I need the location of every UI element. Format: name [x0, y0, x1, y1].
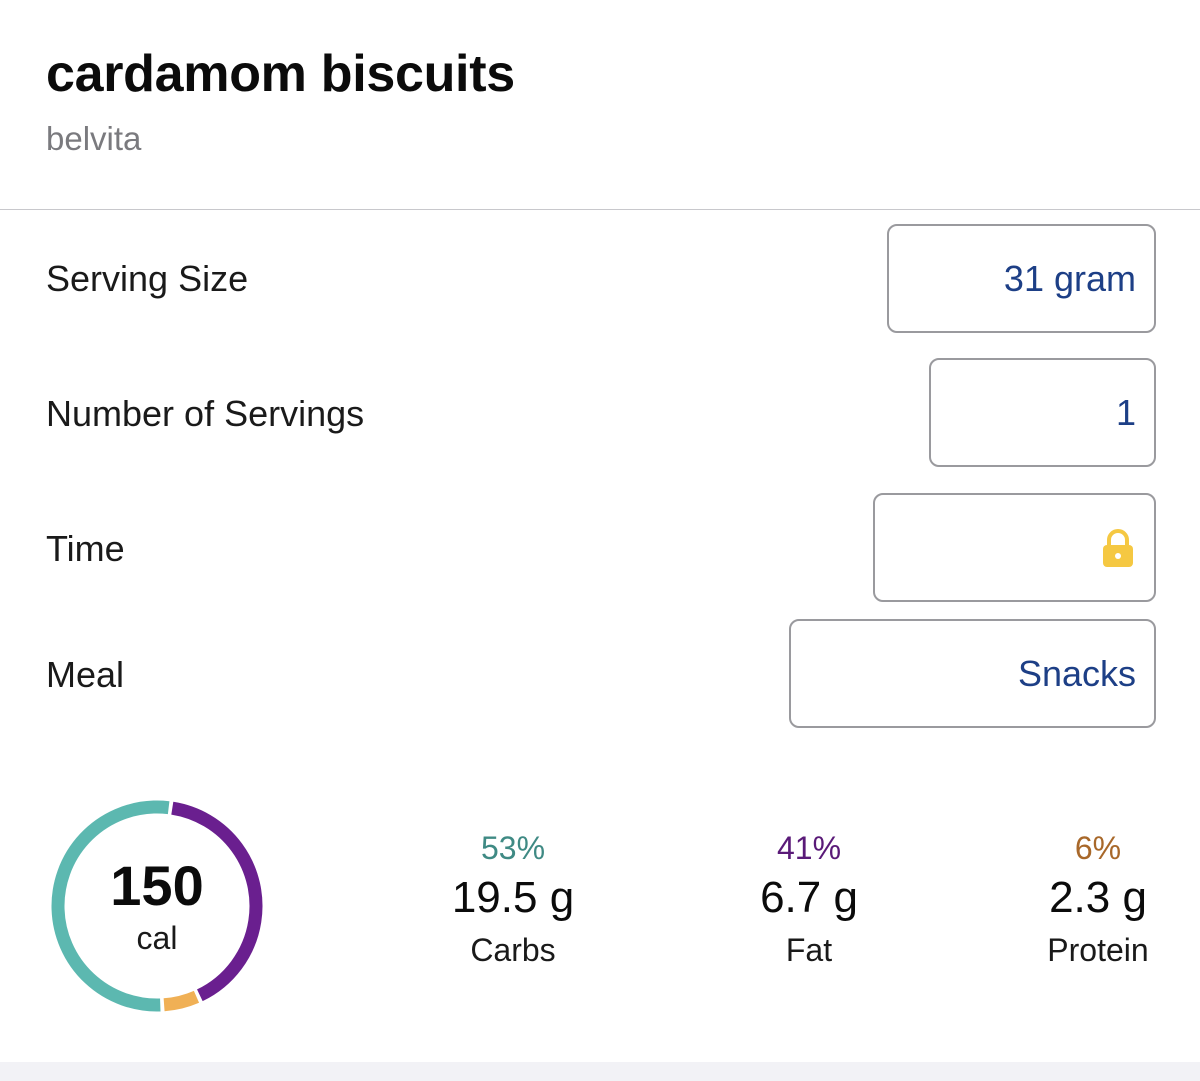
number-of-servings-label: Number of Servings [46, 393, 365, 434]
serving-size-label: Serving Size [46, 258, 249, 299]
food-brand: belvita [46, 120, 142, 157]
calories-value: 150 [110, 854, 204, 917]
lock-icon [1103, 528, 1133, 567]
number-of-servings-field[interactable]: 1 [929, 358, 1156, 467]
protein-label: Protein [1047, 932, 1149, 968]
carbs-percent: 53% [480, 830, 546, 866]
fat-grams: 6.7 g [760, 873, 858, 922]
time-label: Time [46, 528, 125, 569]
bottom-strip [0, 1062, 1200, 1081]
meal-field[interactable]: Snacks [789, 619, 1156, 728]
serving-size-value: 31 gram [1003, 257, 1136, 299]
calorie-ring: 150 cal [46, 795, 268, 1017]
food-title: cardamom biscuits [46, 45, 515, 103]
carbs-grams: 19.5 g [451, 873, 575, 922]
food-header: cardamom biscuits belvita [0, 0, 1200, 210]
macro-carbs: 53% 19.5 g Carbs [403, 828, 623, 972]
meal-label: Meal [46, 654, 125, 695]
fat-percent: 41% [776, 830, 842, 866]
serving-size-field[interactable]: 31 gram [887, 224, 1156, 333]
time-field[interactable] [873, 493, 1156, 602]
macro-ring-chart [51, 800, 263, 1012]
number-of-servings-value: 1 [1115, 391, 1136, 433]
carbs-label: Carbs [470, 932, 556, 968]
meal-value: Snacks [1017, 652, 1136, 694]
ring-carbs-arc [51, 800, 263, 1012]
ring-protein-arc [51, 800, 263, 1012]
protein-grams: 2.3 g [1049, 873, 1147, 922]
macro-protein: 6% 2.3 g Protein [988, 828, 1200, 972]
fat-label: Fat [785, 932, 833, 968]
calories-unit: cal [136, 920, 178, 956]
macro-fat: 41% 6.7 g Fat [699, 828, 919, 972]
protein-percent: 6% [1074, 830, 1122, 866]
